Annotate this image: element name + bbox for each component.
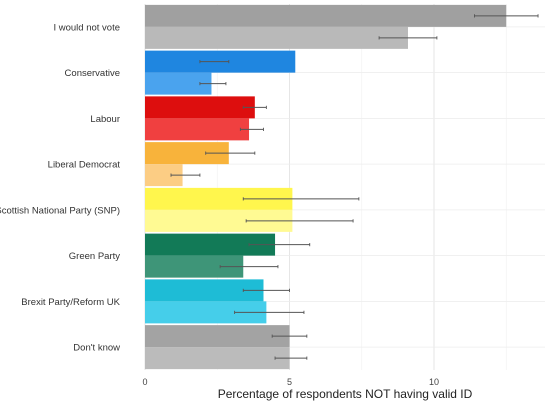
error-bar (378, 36, 438, 40)
error-bar (474, 14, 539, 18)
error-bar (245, 219, 354, 223)
bars (145, 4, 507, 370)
error-bar (219, 265, 279, 269)
error-bar (242, 197, 360, 201)
category-labels: I would not vote Conservative Labour Libera… (0, 22, 121, 353)
bar-series2 (145, 26, 408, 49)
x-tick-label: 5 (287, 377, 292, 387)
error-bar (170, 173, 201, 177)
bar-series2 (145, 164, 183, 187)
bar-series1 (145, 4, 507, 27)
x-axis-title: Percentage of respondents NOT having val… (218, 387, 473, 401)
error-bar (274, 356, 308, 360)
bar-series2 (145, 118, 250, 141)
error-bar (242, 288, 290, 292)
error-bar (205, 151, 256, 155)
category-label: Conservative (65, 68, 120, 79)
error-bars (170, 14, 539, 360)
bar-series1 (145, 279, 264, 302)
bar-series2 (145, 72, 212, 95)
category-label: Scottish National Party (SNP) (0, 205, 120, 216)
error-bar (199, 60, 230, 64)
error-bar (248, 243, 311, 247)
x-tick-label: 10 (429, 377, 439, 387)
error-bar (271, 334, 308, 338)
category-label: Brexit Party/Reform UK (21, 297, 120, 308)
bar-series2 (145, 347, 290, 370)
category-label: Liberal Democrat (48, 160, 121, 171)
bar-series2 (145, 301, 267, 324)
error-bar (239, 127, 264, 131)
bar-series1 (145, 233, 276, 256)
bar-series2 (145, 209, 293, 232)
x-tick-labels: 0 5 10 (142, 377, 439, 387)
x-tick-label: 0 (142, 377, 147, 387)
bar-series2 (145, 255, 244, 278)
category-label: I would not vote (53, 22, 120, 33)
category-label: Labour (90, 114, 120, 125)
error-bar (242, 105, 267, 109)
category-label: Green Party (69, 251, 120, 262)
bar-series1 (145, 96, 255, 119)
error-bar (199, 82, 227, 86)
bar-series1 (145, 187, 293, 210)
bar-series1 (145, 142, 229, 165)
error-bar (234, 310, 305, 314)
category-label: Don't know (73, 343, 120, 354)
bar-series1 (145, 325, 290, 348)
